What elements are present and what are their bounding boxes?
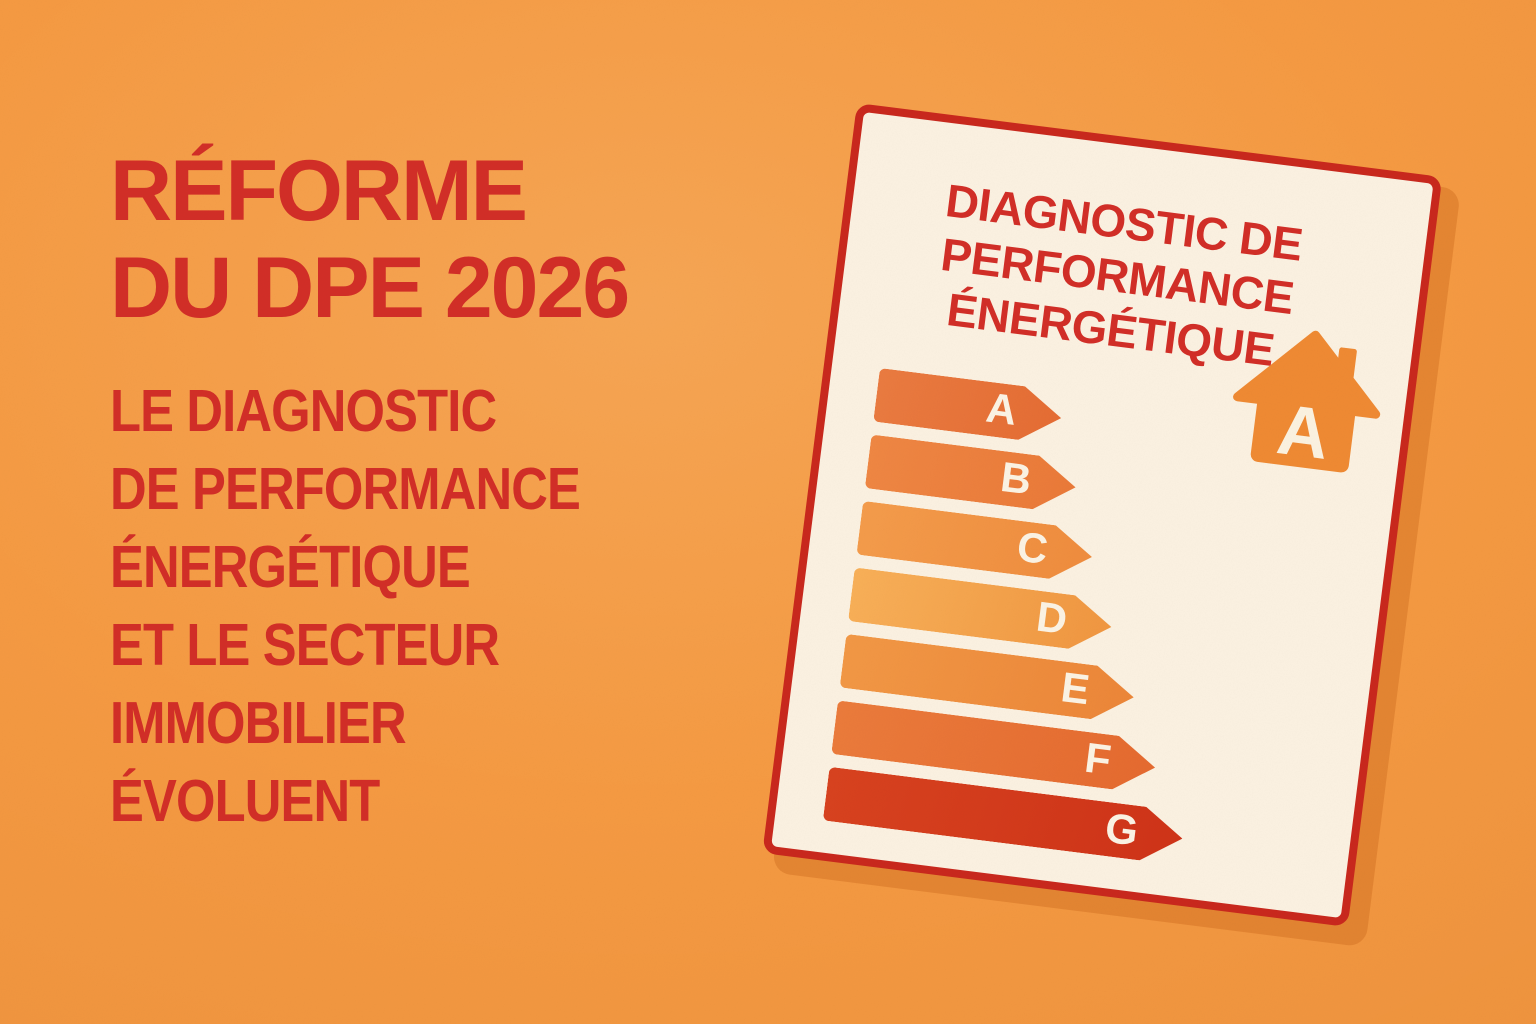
energy-bar-g: G	[823, 767, 1186, 866]
subheadline-line: ÉNERGÉTIQUE	[110, 534, 471, 600]
energy-bar-b: B	[865, 434, 1079, 514]
energy-bar-a: A	[873, 368, 1064, 445]
subheadline-line: ET LE SECTEUR	[110, 612, 500, 678]
house-grade-letter: A	[1273, 390, 1334, 475]
energy-bar-label: D	[1033, 592, 1070, 643]
energy-bar-label: B	[998, 452, 1035, 504]
headline-line: RÉFORME	[110, 143, 528, 239]
energy-bar-label: G	[1102, 803, 1141, 855]
energy-bar-label: A	[983, 383, 1020, 434]
subheadline-line: IMMOBILIER	[110, 690, 407, 756]
subheadline-line: LE DIAGNOSTIC	[110, 378, 497, 444]
subheadline: LE DIAGNOSTIC DE PERFORMANCE ÉNERGÉTIQUE…	[110, 372, 581, 840]
dpe-card: DIAGNOSTIC DE PERFORMANCE ÉNERGÉTIQUE A …	[762, 103, 1443, 927]
energy-bar-label: E	[1058, 663, 1093, 714]
energy-scale: A B C D E F G	[821, 368, 1236, 878]
headline-line: DU DPE 2026	[110, 240, 630, 336]
subheadline-line: ÉVOLUENT	[110, 768, 380, 834]
subheadline-line: DE PERFORMANCE	[110, 456, 581, 522]
house-icon: A	[1222, 317, 1392, 487]
headline: RÉFORME DU DPE 2026	[110, 143, 630, 337]
energy-bar-label: C	[1014, 522, 1051, 573]
energy-bar-label: F	[1082, 733, 1114, 784]
energy-bar-c: C	[856, 501, 1095, 584]
